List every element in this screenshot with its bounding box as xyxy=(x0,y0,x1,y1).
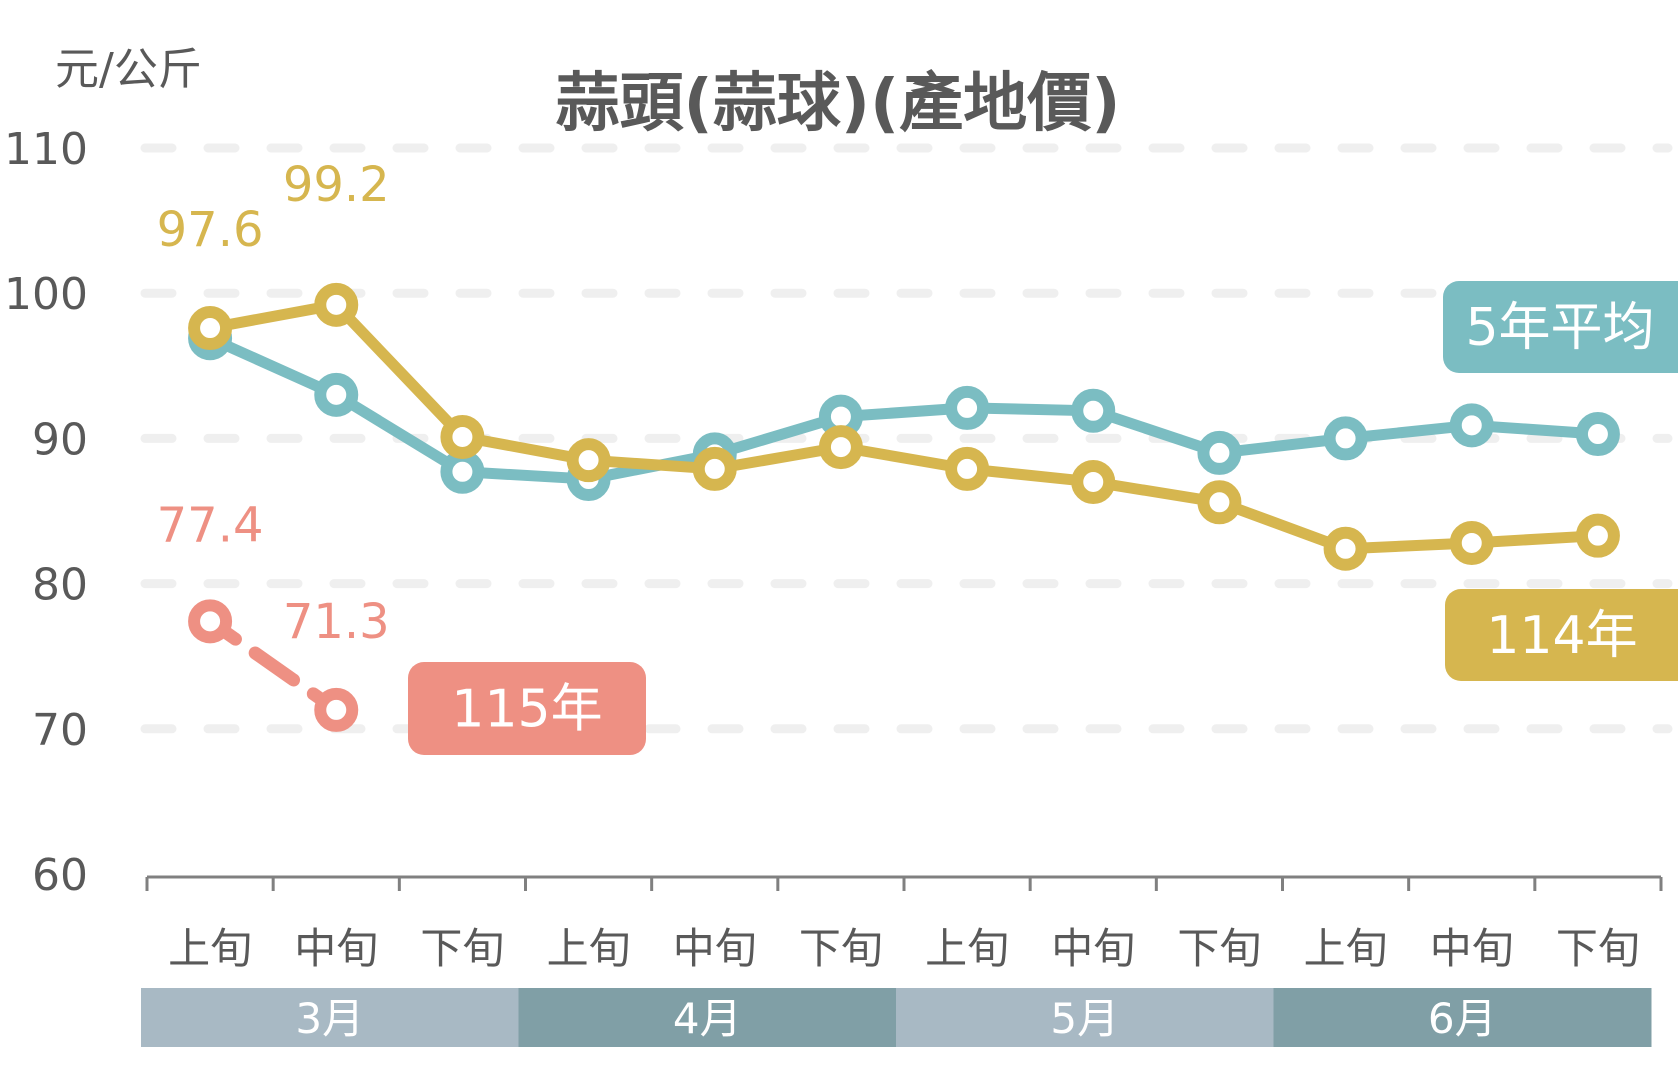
data-point xyxy=(314,687,359,732)
legend-item: 114年 xyxy=(1445,589,1678,681)
legend: 5年平均 114年 115年 xyxy=(408,281,1678,755)
data-point xyxy=(188,599,233,644)
legend-swatch xyxy=(1445,589,1678,681)
data-label: 77.4 xyxy=(157,497,264,553)
month-label: 6月 xyxy=(1428,994,1497,1043)
x-tick-label: 下旬 xyxy=(1177,924,1261,973)
data-labels: 97.6 99.2 77.4 71.3 xyxy=(157,157,390,650)
data-point xyxy=(1071,459,1116,504)
data-point xyxy=(1323,526,1368,571)
x-tick-label: 上旬 xyxy=(925,924,1009,973)
x-tick-label: 中旬 xyxy=(1430,924,1514,973)
data-point xyxy=(945,446,990,491)
data-label: 71.3 xyxy=(283,594,390,650)
x-tick-label: 中旬 xyxy=(294,924,378,973)
x-tick-label: 下旬 xyxy=(1556,924,1640,973)
y-tick-label: 80 xyxy=(32,560,88,611)
y-axis-unit-label: 元/公斤 xyxy=(55,44,202,95)
data-point xyxy=(566,438,611,483)
data-point xyxy=(818,425,863,470)
series-dash-segment xyxy=(248,646,298,685)
data-point xyxy=(314,282,359,327)
month-band-segment xyxy=(896,988,1274,1047)
x-tick-label: 下旬 xyxy=(420,924,504,973)
legend-swatch xyxy=(1443,281,1678,373)
data-point xyxy=(1449,403,1494,448)
data-point xyxy=(440,414,485,459)
month-label: 3月 xyxy=(295,994,364,1043)
month-band-segment xyxy=(518,988,897,1047)
x-axis xyxy=(145,875,1663,891)
data-point xyxy=(1071,388,1116,433)
y-tick-label: 100 xyxy=(4,269,88,320)
legend-label: 114年 xyxy=(1486,606,1637,666)
month-band: 3月 4月 5月 6月 xyxy=(141,988,1652,1047)
data-point xyxy=(314,372,359,417)
series-lines xyxy=(188,282,1620,732)
data-point xyxy=(1197,430,1242,475)
month-label: 5月 xyxy=(1050,994,1119,1043)
data-label: 97.6 xyxy=(157,202,264,258)
legend-label: 115年 xyxy=(451,680,602,740)
x-tick-label: 下旬 xyxy=(799,924,883,973)
y-tick-label: 70 xyxy=(32,705,88,756)
y-tick-label: 60 xyxy=(32,850,88,901)
x-tick-label: 中旬 xyxy=(673,924,757,973)
data-point xyxy=(440,449,485,494)
series-line-1 xyxy=(204,299,1604,555)
data-label: 99.2 xyxy=(283,157,390,213)
chart-title: 蒜頭(蒜球)(產地價) xyxy=(556,67,1121,141)
x-tick-label: 上旬 xyxy=(547,924,631,973)
data-point xyxy=(1575,412,1620,457)
y-axis-ticks: 60 70 80 90 100 110 xyxy=(4,124,88,901)
legend-item: 5年平均 xyxy=(1443,281,1678,373)
x-tick-label: 上旬 xyxy=(1304,924,1388,973)
x-tick-label: 中旬 xyxy=(1051,924,1135,973)
month-band-segment xyxy=(1273,988,1652,1047)
data-point xyxy=(1449,520,1494,565)
legend-item: 115年 xyxy=(408,662,646,755)
y-tick-label: 110 xyxy=(4,124,88,175)
x-tick-label: 上旬 xyxy=(168,924,252,973)
legend-swatch xyxy=(408,662,646,755)
month-label: 4月 xyxy=(673,994,742,1043)
legend-label: 5年平均 xyxy=(1465,298,1654,358)
x-axis-tick-labels: 上旬 中旬 下旬 上旬 中旬 下旬 上旬 中旬 下旬 上旬 中旬 下旬 xyxy=(168,924,1640,973)
y-tick-label: 90 xyxy=(32,414,88,465)
data-point xyxy=(1197,480,1242,525)
data-point xyxy=(1575,513,1620,558)
data-point xyxy=(1323,416,1368,461)
data-point xyxy=(945,385,990,430)
month-band-segment xyxy=(141,988,519,1047)
data-point xyxy=(188,306,233,351)
data-point xyxy=(692,446,737,491)
